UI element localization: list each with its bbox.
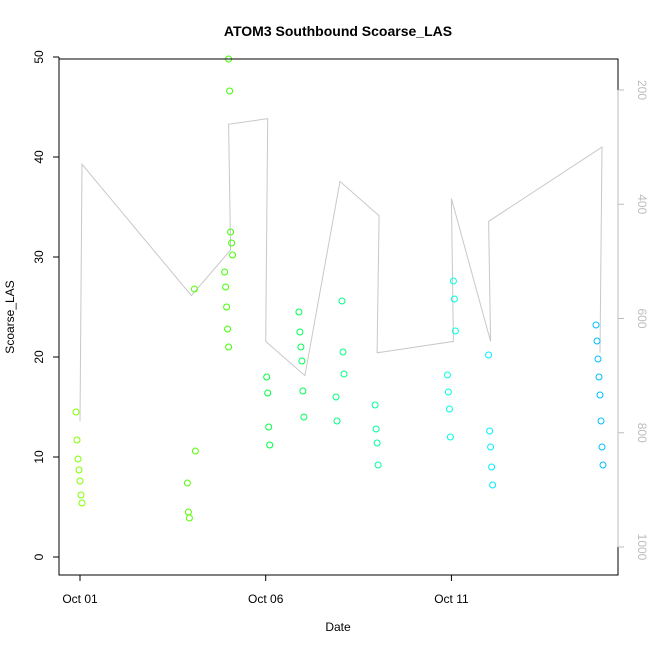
data-point <box>295 308 303 316</box>
data-point <box>371 401 379 409</box>
depth-line-layer <box>79 118 603 422</box>
data-point <box>485 351 493 359</box>
data-point <box>300 413 308 421</box>
data-point <box>185 514 193 522</box>
y-tick-label: 0 <box>32 553 46 560</box>
y-axis-label: Scoarse_LAS <box>3 280 17 353</box>
data-point <box>489 481 497 489</box>
y2-tick-label: 200 <box>635 80 649 100</box>
data-point <box>332 393 340 401</box>
data-point <box>78 499 86 507</box>
data-point <box>75 466 83 474</box>
data-point <box>449 277 457 285</box>
data-point <box>225 343 233 351</box>
data-point <box>223 303 231 311</box>
data-point <box>299 387 307 395</box>
data-point <box>372 425 380 433</box>
data-point <box>263 373 271 381</box>
data-point <box>597 417 605 425</box>
y2-tick-label: 800 <box>635 423 649 443</box>
y-tick-label: 40 <box>32 150 46 164</box>
data-point <box>74 455 82 463</box>
data-point <box>596 391 604 399</box>
data-point <box>228 239 236 247</box>
data-point <box>595 373 603 381</box>
y2-axis: 200 400 600 800 1000 <box>617 80 649 561</box>
data-point <box>374 461 382 469</box>
x-axis-label: Date <box>325 620 351 634</box>
data-point <box>339 348 347 356</box>
data-point <box>450 295 458 303</box>
data-point <box>592 321 600 329</box>
data-point <box>72 408 80 416</box>
x-tick-label: Oct 01 <box>62 592 98 606</box>
data-point <box>73 436 81 444</box>
data-point <box>598 443 606 451</box>
data-point <box>191 447 199 455</box>
data-point <box>266 441 274 449</box>
data-point <box>333 417 341 425</box>
data-point <box>76 477 84 485</box>
y-tick-label: 50 <box>32 50 46 64</box>
points-layer <box>72 55 607 522</box>
y2-tick-label: 1000 <box>635 534 649 561</box>
data-point <box>265 423 273 431</box>
y2-tick-label: 400 <box>635 194 649 214</box>
y-tick-label: 20 <box>32 350 46 364</box>
data-point <box>340 370 348 378</box>
y-tick-label: 30 <box>32 250 46 264</box>
x-axis: Oct 01 Oct 06 Oct 11 <box>62 574 469 606</box>
plot-frame <box>58 58 619 576</box>
data-point <box>229 251 237 259</box>
depth-series-line <box>79 118 603 422</box>
data-point <box>190 285 198 293</box>
data-point <box>297 343 305 351</box>
data-point <box>445 405 453 413</box>
data-point <box>444 388 452 396</box>
data-point <box>298 357 306 365</box>
y-tick-label: 10 <box>32 450 46 464</box>
data-point <box>443 371 451 379</box>
x-tick-label: Oct 06 <box>248 592 284 606</box>
data-point <box>593 337 601 345</box>
data-point <box>488 463 496 471</box>
data-point <box>594 355 602 363</box>
data-point <box>224 325 232 333</box>
data-point <box>486 427 494 435</box>
chart-title: ATOM3 Southbound Scoarse_LAS <box>224 23 452 39</box>
data-point <box>222 283 230 291</box>
data-point <box>184 508 192 516</box>
data-point <box>296 328 304 336</box>
y2-tick-label: 600 <box>635 308 649 328</box>
data-point <box>599 461 607 469</box>
data-point <box>373 439 381 447</box>
data-point <box>264 389 272 397</box>
data-point <box>77 491 85 499</box>
data-point <box>446 433 454 441</box>
data-point <box>226 87 234 95</box>
x-tick-label: Oct 11 <box>434 592 469 606</box>
data-point <box>451 327 459 335</box>
data-point <box>221 268 229 276</box>
data-point <box>487 443 495 451</box>
data-point <box>183 479 191 487</box>
data-point <box>227 228 235 236</box>
data-point <box>338 297 346 305</box>
y-axis: 0 10 20 30 40 50 <box>32 50 60 560</box>
